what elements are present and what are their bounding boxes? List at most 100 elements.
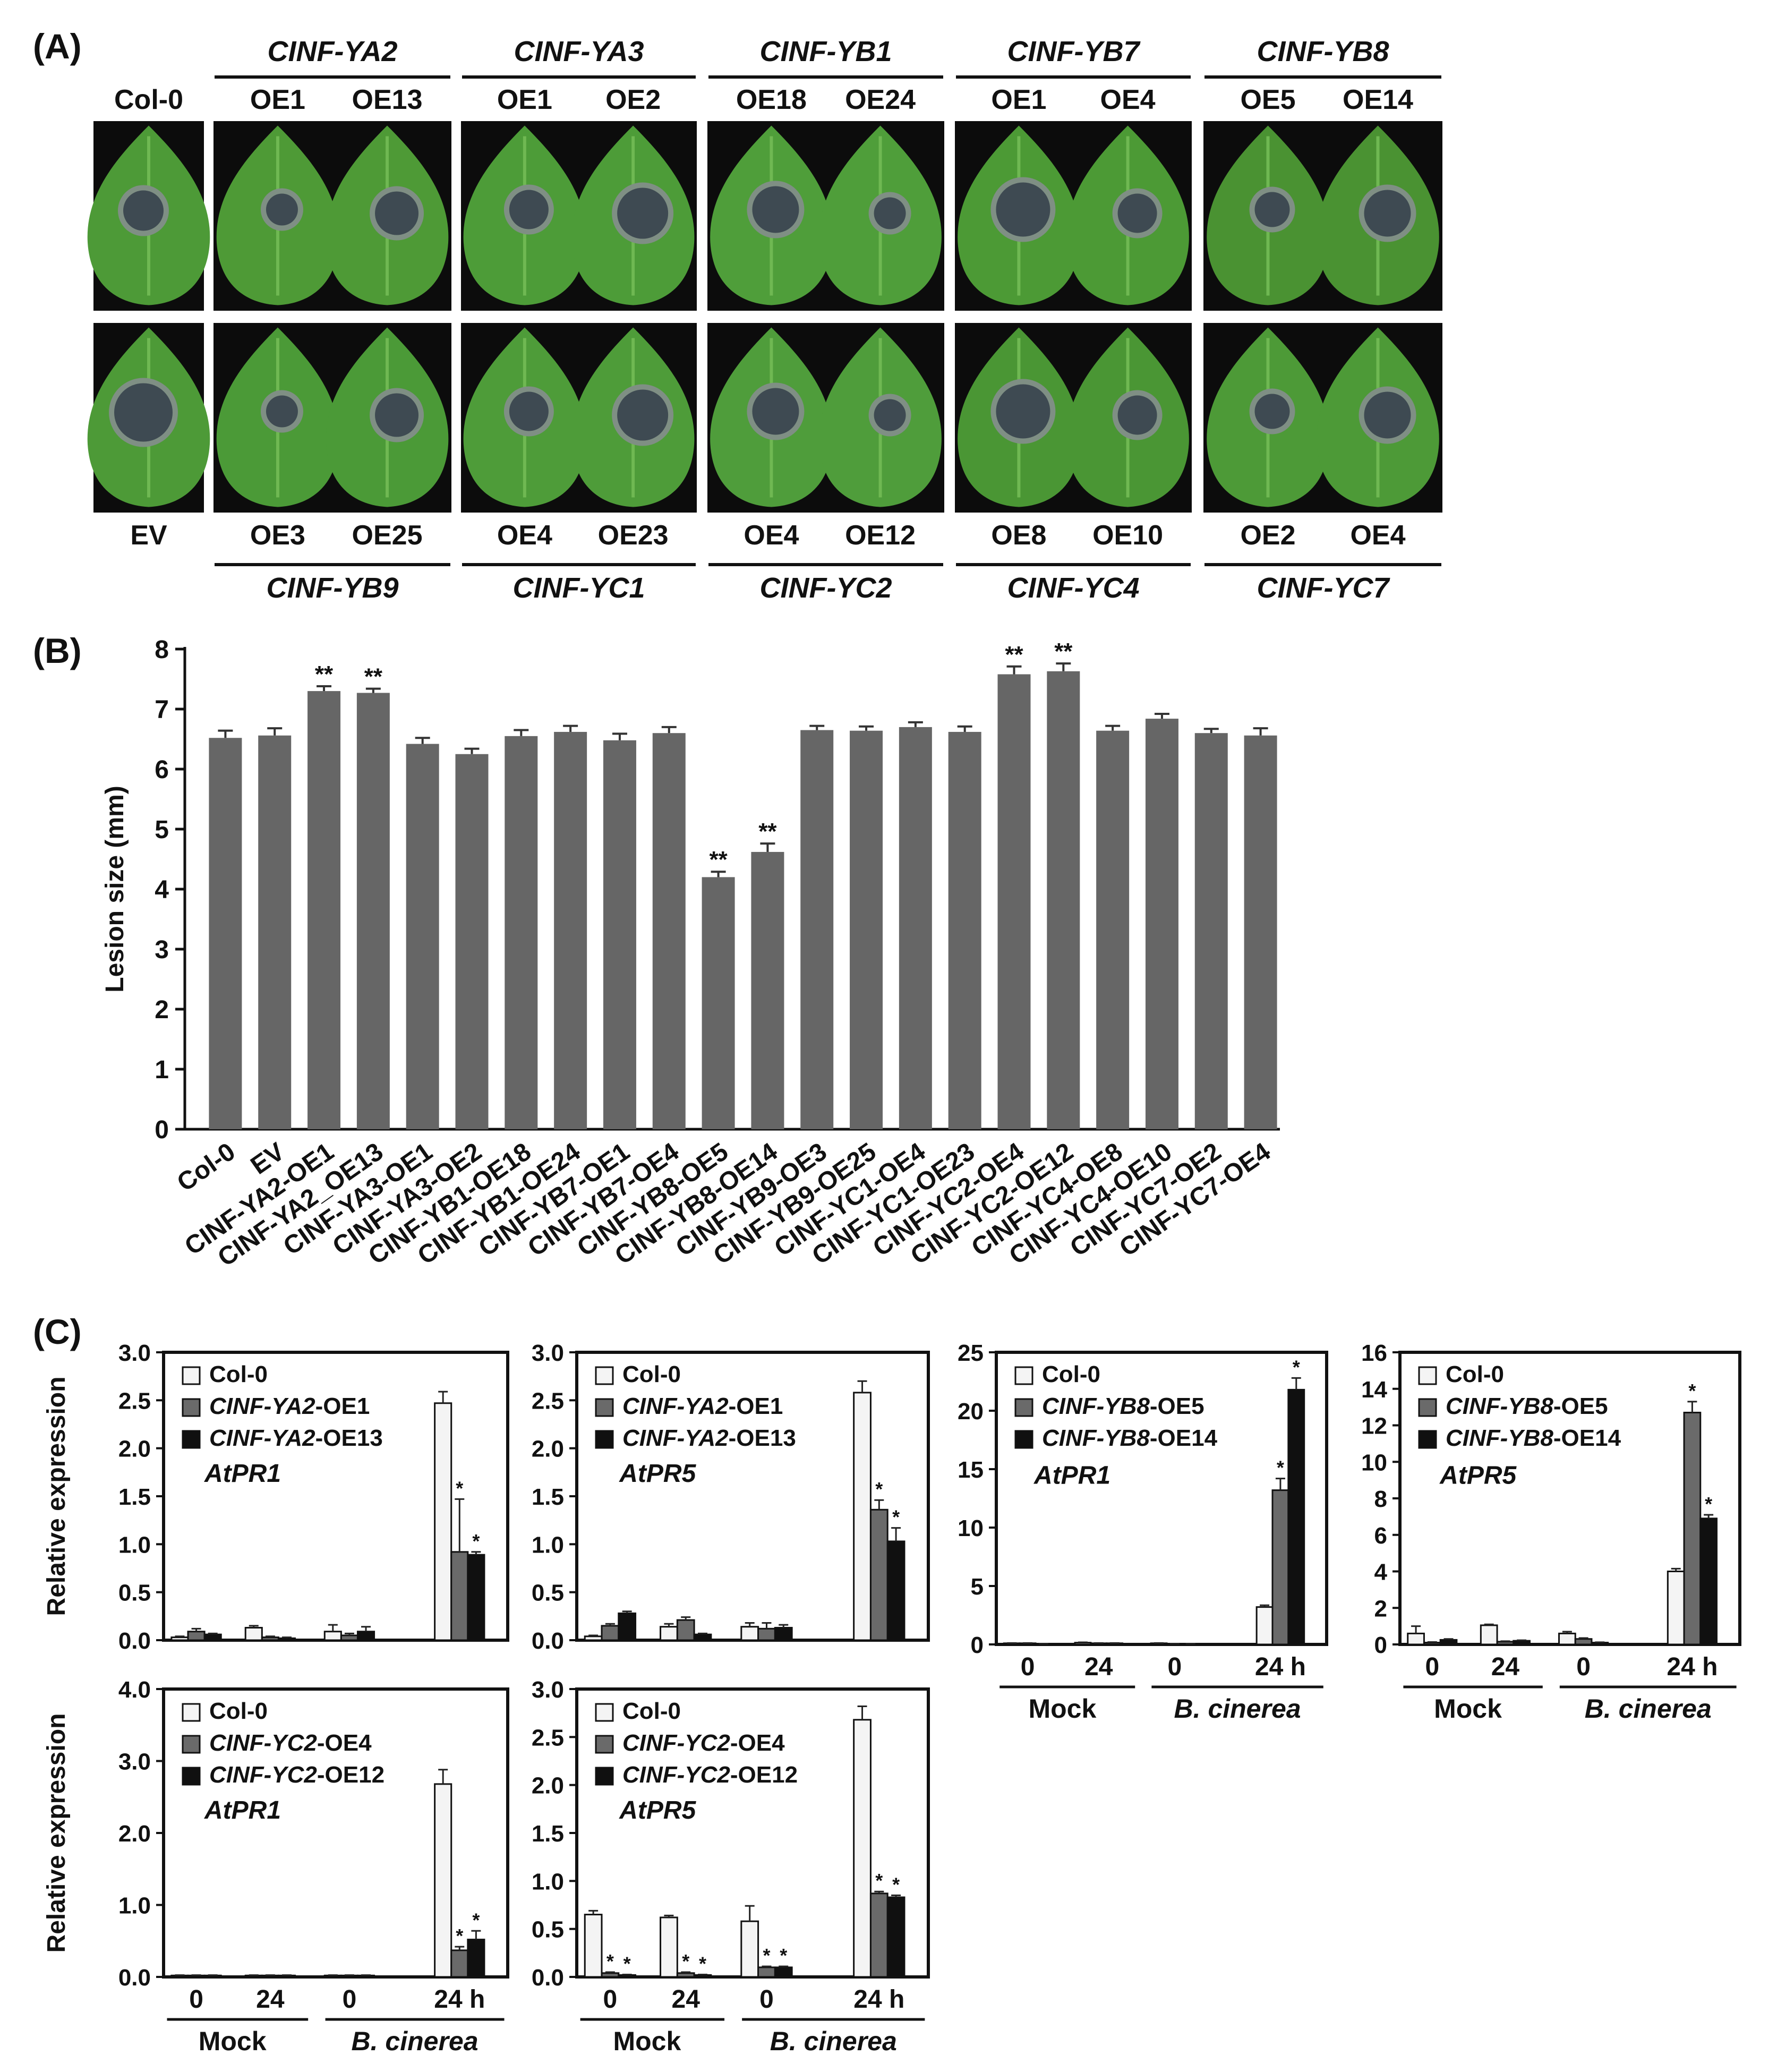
- bar: [869, 1892, 889, 1978]
- group-label-mock: Mock: [1434, 1694, 1502, 1724]
- lesion: [752, 388, 799, 435]
- bar: [467, 1939, 485, 1978]
- line-label: OE25: [352, 520, 423, 551]
- legend-swatch: [595, 1398, 614, 1417]
- gene-label: AtPR5: [1439, 1462, 1517, 1490]
- legend-line: -OE14: [1150, 1425, 1218, 1451]
- legend-swatch: [1014, 1398, 1033, 1417]
- leaf-cinf-yb9-oe3: [216, 327, 339, 507]
- bar: [450, 1949, 469, 1978]
- legend-line: -OE12: [317, 1762, 385, 1788]
- y-tick-label: 1.0: [532, 1532, 564, 1558]
- lesion: [375, 191, 419, 235]
- significance-mark: *: [472, 1909, 480, 1931]
- legend-gene: CINF-YB8: [1446, 1393, 1553, 1419]
- leaf-cinf-yc7-oe4: [1317, 327, 1439, 507]
- legend-swatch: [182, 1430, 201, 1449]
- x-tick-label: 0: [603, 1985, 618, 2014]
- leaf-cinf-yb9-oe25: [326, 327, 449, 507]
- legend-gene: CINF-YA2: [209, 1425, 315, 1451]
- x-tick-label: 0: [1425, 1653, 1439, 1681]
- y-tick-label: 2.5: [118, 1388, 151, 1414]
- bar: [261, 1636, 279, 1641]
- line-label: OE8: [991, 520, 1046, 551]
- y-tick-label: 1.0: [532, 1869, 564, 1895]
- y-tick-label: 3: [155, 936, 169, 964]
- gene-group-label: CINF-YC1: [512, 572, 645, 604]
- expression-chart-c4: 0246810121416**Col-0CINF-YB8-OE5CINF-YB8…: [1361, 1340, 1741, 1724]
- bar: [258, 735, 292, 1129]
- bar: [187, 1631, 206, 1641]
- legend-entry: Col-0: [209, 1698, 268, 1724]
- leaf-col-0: [87, 125, 210, 305]
- lesion: [1117, 193, 1157, 233]
- y-tick-label: 1.5: [532, 1484, 564, 1510]
- panel-c-expression-charts: 0.0 0.5 1.0 1.5 2.0 2.5 3.0 Relative expression…: [42, 1340, 1741, 2056]
- legend-entry: Col-0: [622, 1698, 681, 1724]
- y-tick-label: 2: [1374, 1596, 1387, 1622]
- y-axis-title: Relative expression: [42, 1713, 71, 1953]
- x-tick-label: 24 h: [853, 1985, 904, 2014]
- leaf-cinf-ya3-oe1: [463, 125, 586, 305]
- gene-group-label: CINF-YB1: [759, 36, 892, 67]
- legend-swatch: [1418, 1398, 1437, 1417]
- y-tick-label: 6: [155, 756, 169, 784]
- y-tick-label: 0: [971, 1632, 984, 1658]
- significance-mark: *: [623, 1952, 631, 1974]
- bar: [702, 877, 735, 1129]
- y-tick-label: 20: [958, 1399, 984, 1425]
- legend-gene: CINF-YC2: [209, 1730, 317, 1756]
- legend-entry: CINF-YA2-OE1: [209, 1393, 370, 1419]
- leaf-cinf-ya2-oe13: [326, 125, 449, 305]
- y-tick-label: 8: [1374, 1486, 1387, 1512]
- y-tick-label: 3.0: [118, 1340, 151, 1366]
- bar: [1145, 719, 1178, 1129]
- significance-mark: **: [1054, 638, 1073, 664]
- y-tick-label: 4.0: [118, 1677, 151, 1703]
- x-tick-label: 0: [1576, 1653, 1591, 1681]
- gene-group-label: CINF-YC4: [1007, 572, 1139, 604]
- y-tick-label: 3.0: [532, 1340, 564, 1366]
- significance-mark: *: [875, 1870, 883, 1891]
- gene-group-label: CINF-YB8: [1257, 36, 1389, 67]
- bar: [886, 1540, 905, 1641]
- y-tick-label: 12: [1361, 1413, 1387, 1439]
- line-label: OE12: [845, 520, 916, 551]
- legend-line: Col-0: [1042, 1361, 1100, 1387]
- legend-swatch: [595, 1366, 614, 1385]
- legend-swatch: [1014, 1366, 1033, 1385]
- y-tick-label: 4: [1374, 1559, 1388, 1585]
- bar: [170, 1636, 189, 1641]
- significance-mark: *: [472, 1530, 480, 1552]
- y-tick-label: 3.0: [118, 1749, 151, 1775]
- y-tick-label: 2: [155, 996, 169, 1024]
- line-label: OE14: [1343, 84, 1413, 115]
- significance-mark: *: [456, 1925, 463, 1947]
- bar: [853, 1392, 872, 1641]
- legend-swatch: [1418, 1366, 1437, 1385]
- bar: [1287, 1388, 1305, 1645]
- y-tick-label: 5: [155, 816, 169, 844]
- y-tick-label: 0.5: [118, 1580, 151, 1606]
- bar: [740, 1626, 759, 1641]
- y-tick-label: 4: [155, 876, 169, 904]
- bar: [323, 1631, 342, 1641]
- leaf-cinf-yc2-oe12: [819, 327, 942, 507]
- bar: [676, 1619, 695, 1641]
- group-label-mock: Mock: [199, 2026, 267, 2056]
- legend-entry: CINF-YB8-OE14: [1446, 1425, 1621, 1451]
- legend-swatch: [595, 1735, 614, 1754]
- bar: [277, 1637, 296, 1641]
- bar: [660, 1916, 678, 1978]
- x-tick-label: Col-0: [172, 1138, 241, 1197]
- significance-mark: *: [780, 1945, 787, 1966]
- bar: [1480, 1624, 1498, 1645]
- legend-line: -OE4: [317, 1730, 372, 1756]
- y-axis-title: Lesion size (mm): [101, 786, 129, 992]
- bar: [652, 733, 686, 1129]
- legend-entry: CINF-YC2-OE12: [622, 1762, 798, 1788]
- legend-swatch: [182, 1735, 201, 1754]
- leaf-ev: [87, 327, 210, 507]
- bar: [307, 691, 341, 1129]
- expression-chart-c3: 0510152025**Col-0CINF-YB8-OE5CINF-YB8-OE…: [958, 1340, 1328, 1724]
